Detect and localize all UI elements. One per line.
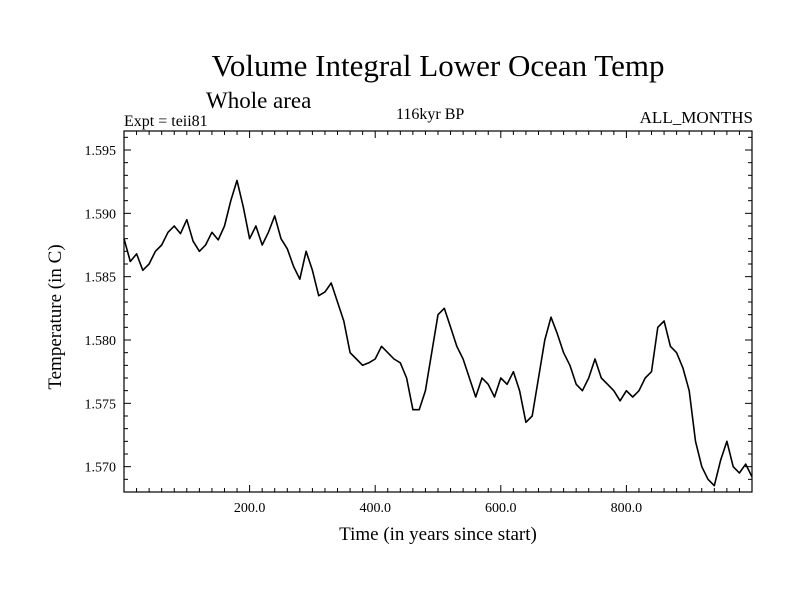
axis-ticks: 200.0 400.0 600.0 800.0 1.570 1.575 1.580 1.585…: [85, 131, 752, 516]
x-axis-label: Time (in years since start): [339, 524, 537, 545]
x-tick-label: 800.0: [611, 501, 643, 516]
y-tick-label: 1.585: [85, 271, 117, 286]
x-tick-label: 600.0: [485, 501, 517, 516]
x-tick-label: 200.0: [234, 501, 266, 516]
x-tick-label: 400.0: [359, 501, 391, 516]
period-label: 116kyr BP: [396, 106, 465, 123]
temperature-series-line: [123, 179, 753, 487]
chart-subtitle: Whole area: [206, 88, 312, 113]
y-tick-label: 1.575: [85, 397, 117, 412]
y-tick-label: 1.590: [85, 207, 117, 222]
plot-frame: [123, 130, 753, 493]
chart-title: Volume Integral Lower Ocean Temp: [211, 48, 665, 83]
months-label: ALL_MONTHS: [639, 108, 753, 127]
experiment-label: Expt = teii81: [124, 113, 208, 130]
y-tick-label: 1.570: [85, 461, 117, 476]
y-tick-label: 1.595: [85, 144, 117, 159]
y-tick-label: 1.580: [85, 334, 117, 349]
